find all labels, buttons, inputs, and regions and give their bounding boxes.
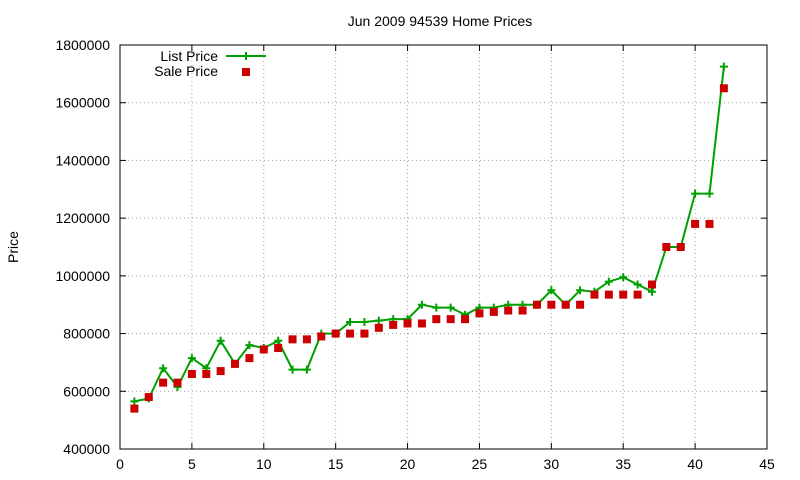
sale-price-point: [446, 315, 455, 324]
x-tick-label: 5: [188, 456, 196, 472]
sale-price-point: [187, 369, 196, 378]
list-price-point: [302, 365, 311, 374]
sale-price-point: [346, 329, 355, 338]
list-price-point: [619, 273, 628, 282]
axis-ticks: 0 5 10 15 20 25 30 35 40 45 400000 600000 800000 1000…: [55, 37, 775, 472]
x-tick-label: 10: [256, 456, 272, 472]
sale-price-point: [360, 329, 369, 338]
sale-price-point: [604, 290, 613, 299]
list-price-point: [633, 280, 642, 289]
sale-price-point: [159, 378, 168, 387]
sale-price-point: [590, 290, 599, 299]
legend-marker-sale-price: [242, 68, 250, 76]
list-price-point: [187, 354, 196, 363]
y-tick-label: 1600000: [55, 95, 110, 111]
sale-price-point: [489, 307, 498, 316]
sale-price-point: [561, 300, 570, 309]
sale-price-point: [274, 344, 283, 352]
sale-price-point: [719, 84, 728, 93]
y-axis-label: Price: [5, 231, 21, 263]
sale-price-point: [216, 367, 225, 376]
sale-price-point: [202, 369, 211, 378]
sale-price-point: [619, 290, 628, 299]
series-sale-price: [130, 84, 728, 413]
chart-title: Jun 2009 94539 Home Prices: [348, 13, 532, 29]
sale-price-point: [173, 378, 182, 387]
sale-price-point: [676, 243, 685, 251]
sale-price-point: [647, 280, 656, 289]
list-price-point: [417, 300, 426, 309]
sale-price-point: [504, 306, 513, 315]
sale-price-point: [302, 335, 311, 344]
grid-lines: [120, 45, 767, 449]
plot-border: [119, 44, 768, 450]
sale-price-point: [547, 300, 556, 309]
list-price-point: [719, 62, 728, 71]
list-price-point: [446, 303, 455, 312]
sale-price-point: [691, 219, 700, 228]
x-tick-label: 15: [328, 456, 344, 472]
sale-price-point: [475, 309, 484, 318]
sale-price-point: [461, 315, 470, 324]
x-tick-label: 30: [544, 456, 560, 472]
sale-price-point: [417, 319, 426, 328]
y-tick-label: 1200000: [55, 210, 110, 226]
legend: List Price Sale Price: [154, 48, 266, 79]
sale-price-point: [532, 300, 541, 309]
list-price-point: [604, 277, 613, 286]
list-price-point: [705, 189, 714, 198]
sale-price-point: [144, 393, 153, 402]
sale-price-point: [705, 219, 714, 228]
sale-price-point: [331, 329, 340, 338]
sale-price-point: [576, 300, 585, 309]
y-tick-label: 1400000: [55, 152, 110, 168]
list-price-line: [134, 66, 725, 403]
y-tick-label: 600000: [63, 383, 110, 399]
list-price-point: [274, 336, 283, 345]
list-price-point: [346, 318, 355, 327]
y-tick-label: 1000000: [55, 268, 110, 284]
list-price-point: [647, 287, 656, 296]
list-price-point: [130, 397, 139, 406]
list-price-point: [432, 303, 441, 312]
list-price-point: [547, 286, 556, 295]
sale-price-point: [130, 404, 139, 413]
sale-price-point: [403, 319, 412, 328]
sale-price-point: [231, 359, 240, 368]
legend-marker-list-price: [242, 52, 250, 60]
list-price-point: [216, 336, 225, 345]
legend-label-list-price: List Price: [160, 48, 218, 64]
y-tick-label: 800000: [63, 326, 110, 342]
series-list-price: [130, 62, 728, 406]
y-tick-label: 400000: [63, 441, 110, 457]
sale-price-point: [259, 345, 268, 354]
sale-price-point: [374, 323, 383, 332]
x-tick-label: 25: [472, 456, 488, 472]
sale-price-point: [662, 243, 671, 251]
sale-price-point: [317, 332, 326, 341]
legend-label-sale-price: Sale Price: [154, 63, 218, 79]
sale-price-point: [245, 354, 254, 363]
list-price-point: [691, 189, 700, 198]
sale-price-point: [633, 290, 642, 299]
list-price-point: [159, 364, 168, 373]
list-price-point: [288, 365, 297, 374]
list-price-point: [245, 341, 254, 350]
x-tick-label: 40: [687, 456, 703, 472]
sale-price-point: [432, 315, 441, 324]
list-price-point: [374, 316, 383, 325]
sale-price-point: [389, 320, 398, 329]
list-price-point: [576, 286, 585, 295]
sale-price-point: [288, 335, 297, 344]
x-tick-label: 45: [759, 456, 775, 472]
list-price-point: [360, 318, 369, 327]
x-tick-label: 35: [615, 456, 631, 472]
x-tick-label: 20: [400, 456, 416, 472]
y-tick-label: 1800000: [55, 37, 110, 53]
sale-price-point: [518, 306, 527, 315]
x-tick-label: 0: [116, 456, 124, 472]
